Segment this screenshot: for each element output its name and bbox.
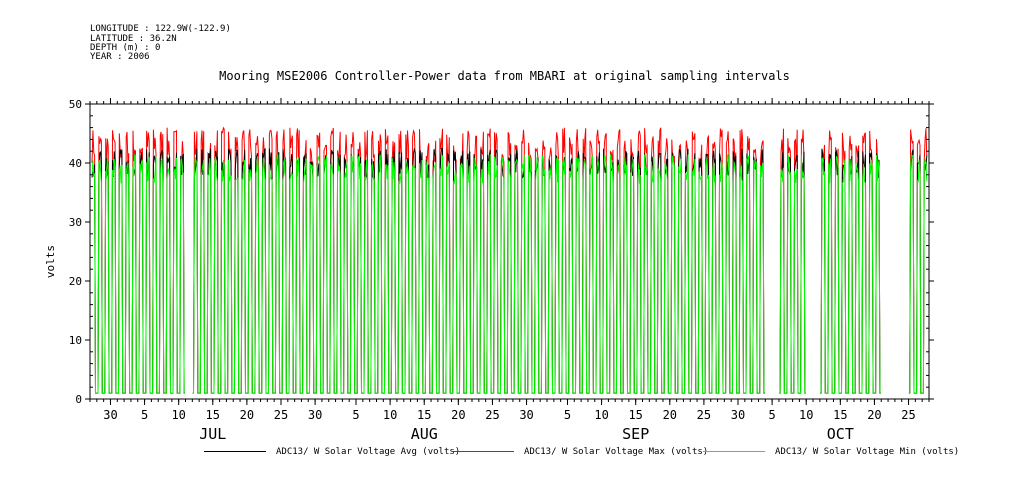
x-tick-label: 10 — [171, 408, 185, 422]
x-tick-label: 10 — [799, 408, 813, 422]
x-tick-label: 25 — [697, 408, 711, 422]
x-tick-label: 20 — [240, 408, 254, 422]
x-tick-label: 15 — [833, 408, 847, 422]
plot-frame — [89, 103, 930, 400]
x-tick-label: 10 — [383, 408, 397, 422]
x-tick-label: 30 — [519, 408, 533, 422]
month-label: SEP — [622, 425, 649, 443]
y-tick-label: 10 — [69, 334, 82, 347]
x-tick-label: 20 — [867, 408, 881, 422]
y-tick-label: 20 — [69, 275, 82, 288]
x-tick-label: 25 — [901, 408, 915, 422]
month-label: OCT — [827, 425, 854, 443]
y-tick-label: 40 — [69, 157, 82, 170]
legend-item-min: ADC13/ W Solar Voltage Min (volts) — [703, 447, 959, 457]
longitude-text: LONGITUDE : 122.9W(-122.9) — [90, 24, 231, 34]
x-tick-label: 15 — [206, 408, 220, 422]
legend-swatch-min — [703, 451, 765, 452]
x-tick-label: 10 — [594, 408, 608, 422]
month-label: AUG — [411, 425, 438, 443]
x-tick-label: 25 — [274, 408, 288, 422]
series-layer — [91, 126, 928, 394]
x-tick-label: 30 — [731, 408, 745, 422]
x-tick-label: 5 — [141, 408, 148, 422]
year-text: YEAR : 2006 — [90, 52, 150, 62]
legend-swatch-max — [452, 451, 514, 452]
axes-layer: 0 10 20 30 40 50 30 5 10 15 20 25 30 5 10 15 20 25 30 5 10 15… — [69, 98, 934, 443]
latitude-text: LATITUDE : 36.2N — [90, 34, 177, 44]
legend-label-min: ADC13/ W Solar Voltage Min (volts) — [775, 447, 960, 457]
y-tick-label: 30 — [69, 216, 82, 229]
month-label: JUL — [199, 425, 226, 443]
x-tick-label: 25 — [485, 408, 499, 422]
legend-label-max: ADC13/ W Solar Voltage Max (volts) — [524, 447, 709, 457]
x-tick-label: 20 — [663, 408, 677, 422]
x-tick-label: 20 — [451, 408, 465, 422]
series-line-min — [91, 152, 928, 394]
legend-item-max: ADC13/ W Solar Voltage Max (volts) — [452, 447, 708, 457]
legend-label-avg: ADC13/ W Solar Voltage Avg (volts) — [276, 447, 461, 457]
x-tick-label: 30 — [308, 408, 322, 422]
x-tick-label: 15 — [417, 408, 431, 422]
legend-item-avg: ADC13/ W Solar Voltage Avg (volts) — [204, 447, 460, 457]
chart-title: Mooring MSE2006 Controller-Power data fr… — [219, 69, 790, 83]
x-tick-label: 15 — [628, 408, 642, 422]
depth-text: DEPTH (m) : 0 — [90, 43, 161, 53]
y-tick-label: 50 — [69, 98, 82, 111]
x-tick-label: 30 — [103, 408, 117, 422]
x-tick-label: 5 — [564, 408, 571, 422]
y-axis-label: volts — [44, 244, 58, 279]
y-tick-label: 0 — [75, 393, 82, 406]
x-tick-label: 5 — [352, 408, 359, 422]
legend-swatch-avg — [204, 451, 266, 452]
x-tick-label: 5 — [768, 408, 775, 422]
